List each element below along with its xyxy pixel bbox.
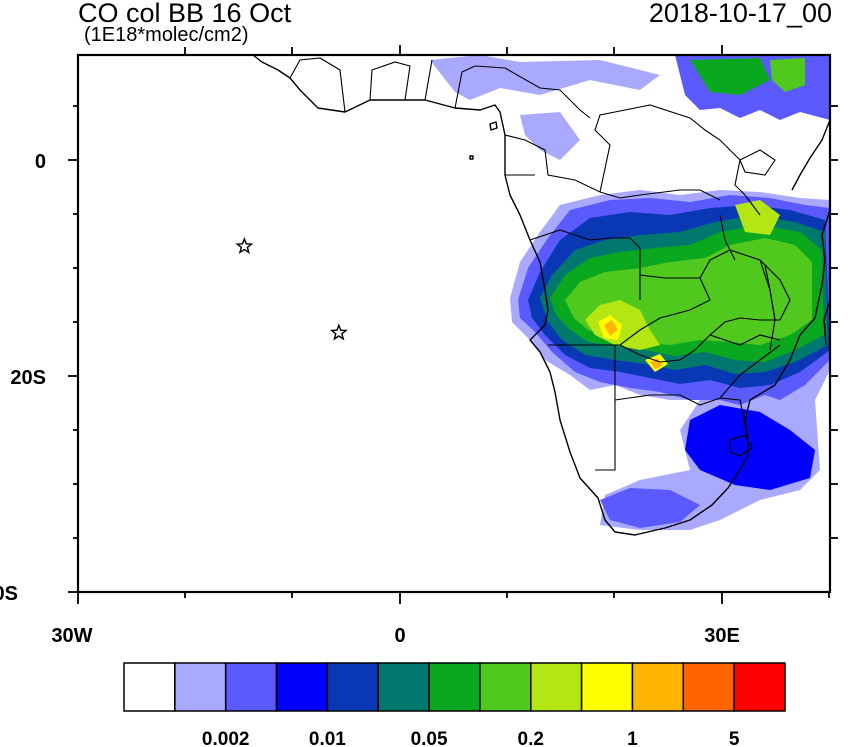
co-plume-northeast-core [690, 58, 770, 95]
co-south-africa-blue [685, 405, 815, 490]
lat-label-20s: 20S [10, 367, 46, 389]
borders-central [504, 104, 761, 216]
coastlines [252, 55, 830, 536]
colorbar-box [123, 662, 176, 712]
co-plume-northeast-core2 [770, 58, 805, 92]
colorbar [123, 662, 786, 712]
colorbar-box [580, 662, 634, 712]
colorbar-box [631, 662, 685, 712]
colorbar-labels: 0.002 0.01 0.05 0.2 1 5 [202, 729, 740, 747]
lake-tanganyika [719, 214, 736, 261]
map-title: CO col BB 16 Oct [78, 0, 292, 28]
lat-label-0: 0 [35, 151, 46, 173]
lake-victoria [739, 149, 776, 176]
markers [235, 236, 348, 341]
borders-west [289, 57, 591, 119]
colorbar-box [682, 662, 735, 712]
co-plume-east-yellowgreen [735, 200, 780, 235]
country-borders [289, 57, 791, 471]
island-bioko [489, 121, 498, 131]
colorbar-box [326, 662, 379, 712]
plot-frame [76, 53, 832, 594]
colorbar-label: 0.2 [518, 729, 544, 747]
co-plume-south-yellowgreen [585, 300, 660, 350]
lon-label-0: 0 [394, 625, 405, 647]
lake-malawi [764, 264, 776, 321]
colorbar-label: 0.01 [309, 729, 346, 747]
colorbar-box [733, 662, 786, 712]
star-marker [329, 323, 348, 341]
east-africa-coast [791, 119, 830, 191]
co-hotspot-orange [604, 320, 618, 336]
datetime-label: 2018-10-17_00 [648, 0, 832, 28]
colorbar-box [275, 662, 329, 712]
madagascar-edge [823, 299, 830, 346]
lon-label-30w: 30W [51, 625, 92, 647]
lat-label-40s: 40S [0, 583, 18, 605]
colorbar-label: 0.05 [411, 729, 448, 747]
colorbar-label: 0.002 [202, 729, 250, 747]
co-cape-blue [600, 488, 700, 528]
colorbar-box [479, 662, 532, 712]
colorbar-label: 1 [627, 729, 638, 747]
island-sao-tome [469, 155, 474, 160]
west-africa-coast [252, 55, 830, 536]
co-congo-wisps [520, 112, 580, 160]
colorbar-box [224, 662, 278, 712]
colorbar-box [174, 662, 227, 712]
colorbar-box [530, 662, 583, 712]
lon-label-30e: 30E [704, 625, 740, 647]
axis-ticks [68, 45, 838, 604]
co-west-africa-wisps [430, 55, 660, 100]
colorbar-box [428, 662, 481, 712]
colorbar-box [377, 662, 430, 712]
units-label: (1E18*molec/cm2) [84, 24, 249, 46]
lesotho [729, 434, 753, 457]
colorbar-label: 5 [729, 729, 740, 747]
star-marker [235, 236, 254, 255]
co-hotspot-orange-2 [650, 358, 662, 369]
